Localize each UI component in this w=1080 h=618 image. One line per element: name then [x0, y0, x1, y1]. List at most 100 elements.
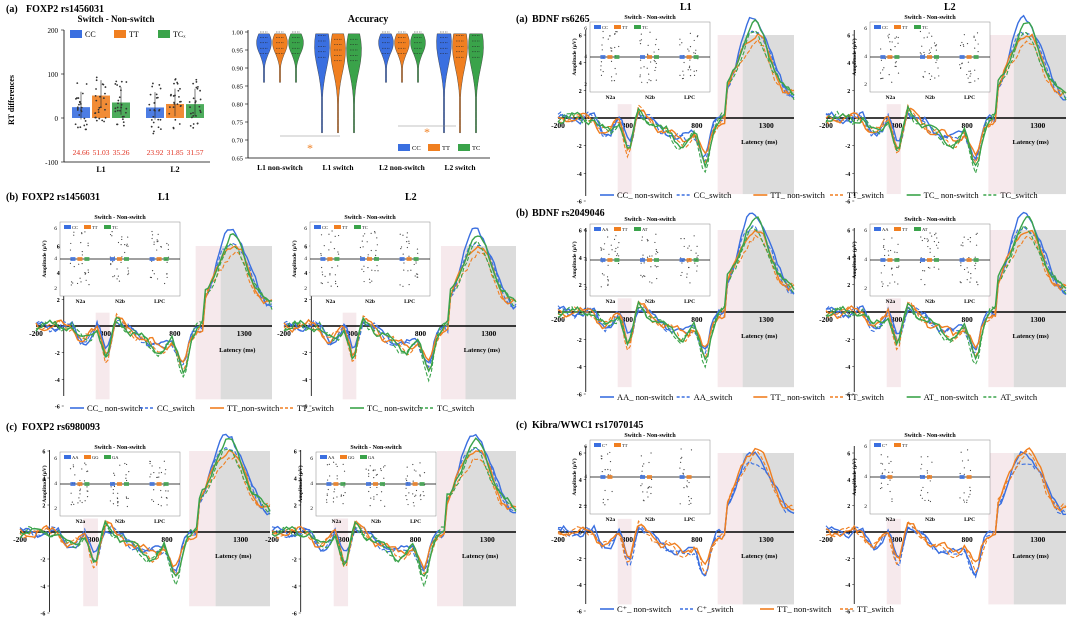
erp-inset-ytick: 2	[864, 286, 867, 292]
erp-ytick-label: -4	[577, 172, 582, 178]
erp-wave-g2-switch	[825, 235, 1067, 358]
erp-inset-point	[366, 241, 368, 243]
erp-inset-point	[380, 469, 382, 472]
rt-datapoint	[192, 115, 195, 117]
erp-inset-bar	[607, 258, 613, 262]
erp-ytick-label: 6	[847, 452, 850, 458]
erp-inset-point	[681, 456, 683, 458]
rt-datapoint	[104, 86, 107, 88]
erp-ytick-label: -6	[845, 610, 850, 616]
erp-wave-g3-non-switch	[557, 19, 795, 169]
erp-inset-point	[153, 243, 155, 245]
erp-inset-xlabel: N2b	[371, 519, 381, 525]
erp-inset-point	[962, 242, 964, 244]
rt-datapoint	[120, 106, 123, 109]
rt-datapoint	[79, 103, 82, 105]
rt-datapoint	[98, 106, 101, 109]
rt-datapoint	[157, 118, 160, 121]
rt-datapoint	[159, 128, 162, 131]
erp-inset-point	[336, 496, 338, 498]
erp-inset-legend-label: AA	[882, 227, 889, 232]
erp-window-n2	[886, 518, 901, 605]
erp-legend-label: CC_switch	[694, 190, 733, 200]
erp-inset-point	[683, 237, 685, 240]
erp-inset-bar	[640, 55, 645, 59]
erp-inset-point	[973, 36, 975, 38]
erp-inset-legend-swatch	[874, 25, 881, 29]
erp-inset-point	[967, 459, 969, 461]
erp-inset-point	[614, 250, 616, 252]
erp-wave-g1-switch	[557, 225, 795, 355]
rt-ytick-label: -100	[45, 159, 58, 167]
erp-inset-point	[640, 455, 642, 457]
erp-inset-legend-swatch	[874, 443, 881, 447]
violin-TC-L1-non-switch	[288, 33, 304, 83]
erp-ytick-label: 4	[57, 271, 60, 277]
erp-legend-label: AT_switch	[1000, 392, 1038, 402]
erp-inset-point	[966, 449, 969, 451]
erp-inset-point	[165, 490, 167, 492]
erp-xtick-label: -200	[265, 535, 279, 544]
erp-inset-point	[601, 49, 603, 51]
erp-inset-point	[968, 81, 970, 84]
erp-inset-bar	[887, 258, 893, 262]
erp-ytick-label: -2	[292, 558, 297, 564]
erp-inset-point	[72, 464, 74, 466]
erp-inset-point	[924, 71, 926, 73]
erp-xtick-label: 300	[622, 535, 634, 544]
rt-datapoint	[191, 116, 193, 119]
erp-ytick-label: 2	[847, 89, 850, 95]
rt-datapoint	[196, 122, 199, 125]
erp-inset-point	[328, 249, 330, 251]
erp-inset-point	[151, 499, 153, 501]
erp-inset-point	[937, 247, 939, 249]
erp-inset-point	[153, 241, 155, 243]
erp-inset-point	[683, 74, 685, 76]
erp-inset-point	[156, 249, 158, 251]
erp-inset: Switch - Non-switch Amplitude (μV) 6 4 2 C⁺ TT…	[851, 433, 991, 523]
erp-inset-point	[375, 254, 377, 256]
erp-inset-point	[363, 280, 365, 283]
erp-inset-point	[342, 463, 344, 465]
erp-inset-bar	[654, 55, 659, 59]
rt-datapoint	[188, 101, 191, 103]
panel-snp-a-left: FOXP2 rs1456031	[26, 4, 104, 15]
erp-inset-xlabel: LPC	[410, 519, 421, 525]
erp-inset-bar	[405, 482, 411, 486]
erp-inset-point	[110, 262, 112, 265]
erp-inset-legend-swatch	[320, 455, 327, 459]
erp-inset-point	[974, 80, 976, 82]
erp-inset-point	[642, 491, 644, 493]
erp-inset-legend-swatch	[894, 227, 901, 231]
erp-wave-g1-non-switch	[825, 14, 1066, 161]
erp-inset-point	[408, 242, 410, 245]
erp-ytick-label: 0	[304, 325, 307, 331]
erp-inset-legend-swatch	[314, 225, 321, 229]
erp-inset-point	[332, 497, 335, 499]
erp-inset-point	[110, 263, 112, 266]
erp-inset-point	[888, 254, 890, 256]
rt-datapoint	[177, 89, 180, 92]
erp-inset-point	[126, 505, 128, 508]
erp-inset-point	[72, 282, 74, 284]
erp-inset-point	[880, 454, 882, 456]
rt-datapoint	[98, 117, 101, 120]
erp-inset-ytick: 6	[54, 226, 57, 232]
erp-xtick-label: 800	[161, 535, 173, 544]
erp-inset-point	[127, 270, 130, 272]
erp-inset-point	[651, 282, 653, 284]
panel-snp-b-right: BDNF rs2049046	[532, 208, 605, 219]
col-title-l2-left: L2	[405, 192, 417, 203]
erp-inset-point	[607, 499, 609, 501]
erp-inset-legend-swatch	[894, 25, 901, 29]
erp-inset-point	[889, 41, 891, 43]
erp-inset-legend-label: TC	[922, 25, 928, 30]
erp-inset-point	[149, 460, 151, 463]
erp-inset-point	[167, 490, 169, 492]
erp-inset-point	[337, 251, 339, 253]
erp-xtick-label: 800	[691, 315, 703, 324]
erp-inset-point	[344, 492, 346, 494]
erp-inset-point	[976, 232, 978, 234]
erp-inset-point	[79, 479, 81, 482]
erp-inset-point	[604, 504, 606, 506]
